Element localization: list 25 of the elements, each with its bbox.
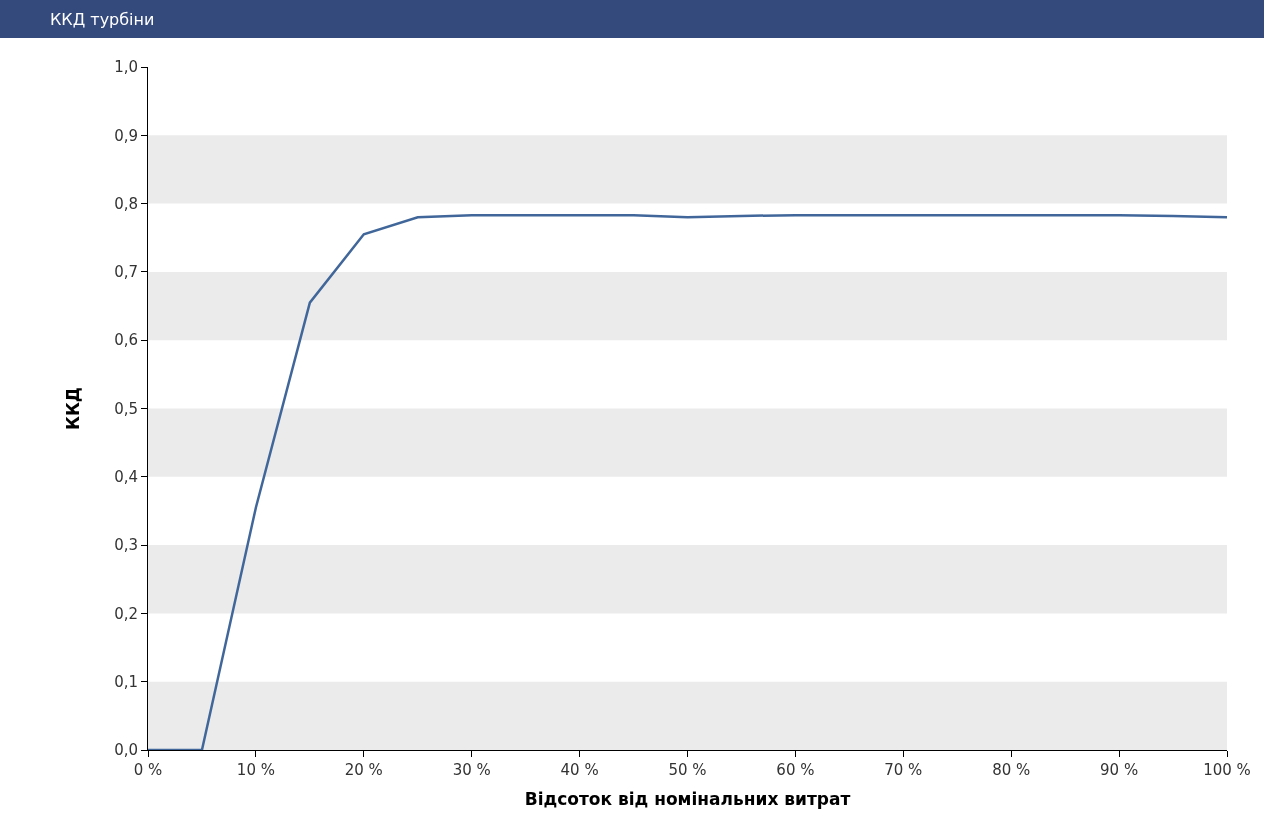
y-tick-label: 1,0 <box>114 58 138 77</box>
y-tick-label: 0,3 <box>114 536 138 555</box>
y-tick-label: 0,8 <box>114 194 138 213</box>
x-tick-label: 60 % <box>776 761 815 779</box>
y-tick-label: 0,6 <box>114 331 138 350</box>
y-tick-label: 0,2 <box>114 604 138 623</box>
x-tick-label: 30 % <box>452 761 491 779</box>
y-tick-label: 0,5 <box>114 399 138 418</box>
x-tick-label: 90 % <box>1100 761 1139 779</box>
y-tick-label: 0,9 <box>114 126 138 145</box>
x-tick-label: 100 % <box>1203 761 1251 779</box>
x-tick-label: 20 % <box>344 761 383 779</box>
x-tick-label: 40 % <box>560 761 599 779</box>
y-tick-label: 0,0 <box>114 741 138 760</box>
chart-title: ККД турбіни <box>50 10 155 29</box>
x-tick-label: 70 % <box>884 761 923 779</box>
x-tick-label: 0 % <box>133 761 163 779</box>
y-tick-label: 0,4 <box>114 468 138 487</box>
y-tick-label: 0,7 <box>114 263 138 282</box>
y-axis-title: ККД <box>62 387 83 430</box>
x-tick-label: 80 % <box>992 761 1031 779</box>
y-tick-label: 0,1 <box>114 672 138 691</box>
x-tick-label: 10 % <box>236 761 275 779</box>
x-tick-label: 50 % <box>668 761 707 779</box>
x-axis-title: Відсоток від номінальних витрат <box>524 789 851 810</box>
